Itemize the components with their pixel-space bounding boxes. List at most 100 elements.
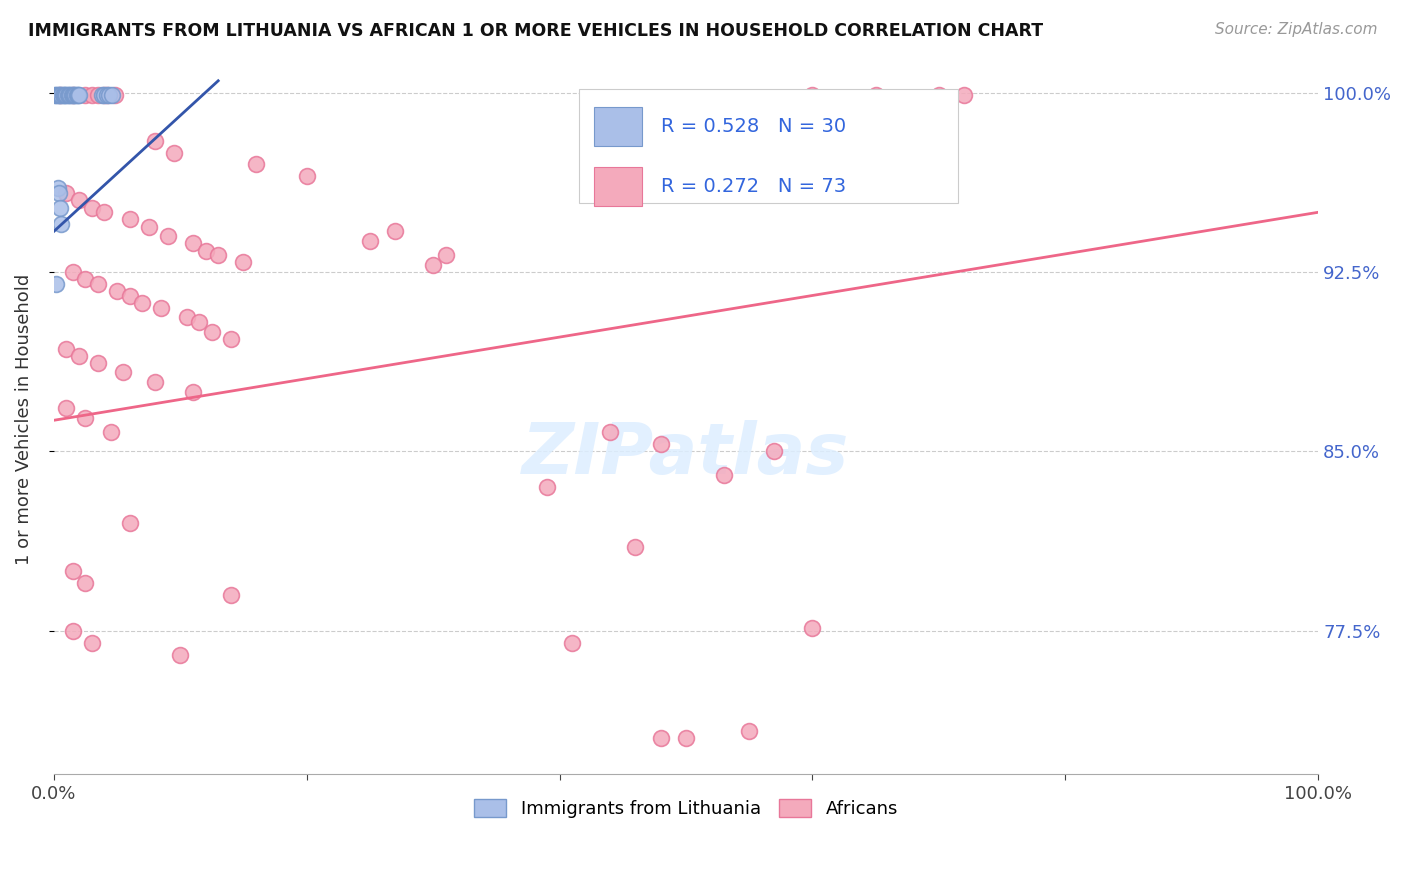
- Point: [93, 205, 115, 219]
- Point: [738, 724, 761, 739]
- Legend: Immigrants from Lithuania, Africans: Immigrants from Lithuania, Africans: [467, 792, 905, 825]
- Point: [118, 212, 141, 227]
- Point: [422, 258, 444, 272]
- Point: [75, 272, 97, 286]
- Point: [245, 157, 267, 171]
- Point: [49, 88, 72, 103]
- Point: [93, 88, 115, 103]
- Point: [80, 88, 103, 103]
- Point: [201, 325, 224, 339]
- Point: [62, 624, 84, 638]
- Point: [207, 248, 229, 262]
- Point: [62, 88, 84, 103]
- Point: [53, 88, 76, 103]
- Point: [561, 635, 583, 649]
- Point: [55, 342, 77, 356]
- Point: [93, 88, 115, 103]
- Point: [49, 88, 72, 103]
- Point: [536, 480, 558, 494]
- Point: [219, 332, 242, 346]
- Point: [801, 621, 824, 635]
- Point: [44, 88, 66, 103]
- Point: [56, 88, 79, 103]
- Point: [80, 635, 103, 649]
- Point: [384, 224, 406, 238]
- Point: [80, 201, 103, 215]
- Point: [176, 310, 198, 325]
- Point: [48, 88, 70, 103]
- Point: [650, 437, 672, 451]
- Point: [58, 88, 80, 103]
- Point: [675, 731, 697, 746]
- Text: IMMIGRANTS FROM LITHUANIA VS AFRICAN 1 OR MORE VEHICLES IN HOUSEHOLD CORRELATION: IMMIGRANTS FROM LITHUANIA VS AFRICAN 1 O…: [28, 22, 1043, 40]
- Point: [219, 588, 242, 602]
- Point: [65, 88, 87, 103]
- Point: [46, 181, 69, 195]
- Point: [295, 169, 318, 184]
- Point: [87, 277, 110, 291]
- Point: [112, 366, 135, 380]
- Point: [62, 88, 84, 103]
- Point: [181, 384, 204, 399]
- Text: Source: ZipAtlas.com: Source: ZipAtlas.com: [1215, 22, 1378, 37]
- Point: [75, 410, 97, 425]
- Point: [194, 244, 217, 258]
- Point: [232, 255, 254, 269]
- Point: [87, 356, 110, 370]
- Point: [143, 375, 166, 389]
- Point: [98, 88, 121, 103]
- Point: [181, 236, 204, 251]
- Point: [65, 88, 87, 103]
- Point: [763, 444, 786, 458]
- FancyBboxPatch shape: [593, 167, 641, 206]
- Point: [103, 88, 125, 103]
- Point: [96, 88, 118, 103]
- Point: [45, 277, 67, 291]
- Point: [156, 229, 179, 244]
- Point: [599, 425, 621, 440]
- Point: [188, 315, 211, 329]
- Point: [131, 296, 153, 310]
- Point: [48, 186, 70, 201]
- Text: R = 0.528   N = 30: R = 0.528 N = 30: [661, 117, 846, 136]
- Point: [150, 301, 173, 315]
- Point: [75, 575, 97, 590]
- FancyBboxPatch shape: [578, 89, 957, 202]
- Point: [52, 88, 75, 103]
- Point: [650, 731, 672, 746]
- Point: [359, 234, 381, 248]
- Point: [51, 88, 73, 103]
- Point: [45, 88, 67, 103]
- Point: [87, 88, 110, 103]
- Point: [118, 289, 141, 303]
- Point: [163, 145, 186, 160]
- Point: [55, 401, 77, 416]
- Point: [100, 425, 122, 440]
- Point: [59, 88, 82, 103]
- Point: [62, 564, 84, 578]
- Point: [801, 88, 824, 103]
- Point: [55, 186, 77, 201]
- Point: [62, 265, 84, 279]
- Point: [55, 88, 77, 103]
- Point: [138, 219, 160, 234]
- Point: [52, 88, 75, 103]
- Text: R = 0.272   N = 73: R = 0.272 N = 73: [661, 177, 846, 196]
- Point: [105, 284, 128, 298]
- Point: [865, 88, 887, 103]
- Point: [928, 88, 950, 103]
- Point: [169, 648, 191, 662]
- Point: [118, 516, 141, 530]
- Point: [67, 194, 90, 208]
- Point: [46, 88, 69, 103]
- Point: [624, 540, 647, 554]
- Point: [143, 134, 166, 148]
- Point: [75, 88, 97, 103]
- Point: [63, 88, 86, 103]
- Text: ZIPatlas: ZIPatlas: [522, 420, 849, 489]
- Point: [953, 88, 976, 103]
- Point: [49, 201, 72, 215]
- Point: [96, 88, 118, 103]
- Point: [66, 88, 89, 103]
- Point: [101, 88, 124, 103]
